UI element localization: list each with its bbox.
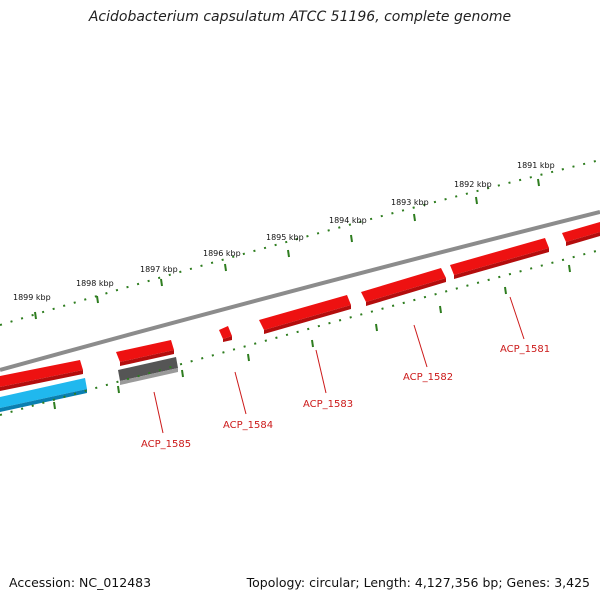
outer-major-ticks	[34, 178, 540, 320]
genome-summary-text: Topology: circular; Length: 4,127,356 bp…	[246, 575, 590, 590]
scale-label-1895: 1895 kbp	[266, 233, 304, 242]
scale-label-1899: 1899 kbp	[13, 293, 51, 302]
scale-label-1896: 1896 kbp	[203, 249, 241, 258]
scale-label-1892: 1892 kbp	[454, 180, 492, 189]
forward-strand-genes	[0, 222, 600, 391]
scale-label-1894: 1894 kbp	[329, 216, 367, 225]
gene-label-acp-1584: ACP_1584	[223, 420, 273, 431]
inner-scale-ring	[0, 249, 600, 416]
map-title: Acidobacterium capsulatum ATCC 51196, co…	[88, 9, 512, 25]
accession-text: Accession: NC_012483	[9, 575, 152, 590]
outer-scale-ring	[0, 159, 600, 326]
scale-label-1898: 1898 kbp	[76, 279, 114, 288]
gene-arrow-right-edge[interactable]	[562, 222, 600, 246]
gene-arrow-acp-1584[interactable]	[219, 326, 232, 342]
gene-label-leaders	[153, 296, 525, 434]
gene-label-acp-1585: ACP_1585	[141, 439, 191, 450]
gene-arrow-left-edge[interactable]	[0, 360, 83, 391]
gene-arrow-acp-1583[interactable]	[259, 295, 351, 334]
scale-label-1897: 1897 kbp	[140, 265, 178, 274]
genome-backbone	[0, 210, 600, 372]
inner-major-ticks	[53, 264, 571, 410]
gene-label-acp-1581: ACP_1581	[500, 344, 550, 355]
gene-label-acp-1583: ACP_1583	[303, 399, 353, 410]
reverse-strand-gene[interactable]	[0, 378, 87, 412]
gene-label-acp-1582: ACP_1582	[403, 372, 453, 383]
gene-block-acp-1585[interactable]	[118, 357, 178, 385]
gene-arrow-acp-1585-forward[interactable]	[116, 340, 174, 366]
gene-arrow-acp-1582[interactable]	[361, 268, 446, 306]
gene-arrow-acp-1581[interactable]	[450, 238, 549, 279]
scale-label-1891: 1891 kbp	[517, 161, 555, 170]
scale-label-1893: 1893 kbp	[391, 198, 429, 207]
